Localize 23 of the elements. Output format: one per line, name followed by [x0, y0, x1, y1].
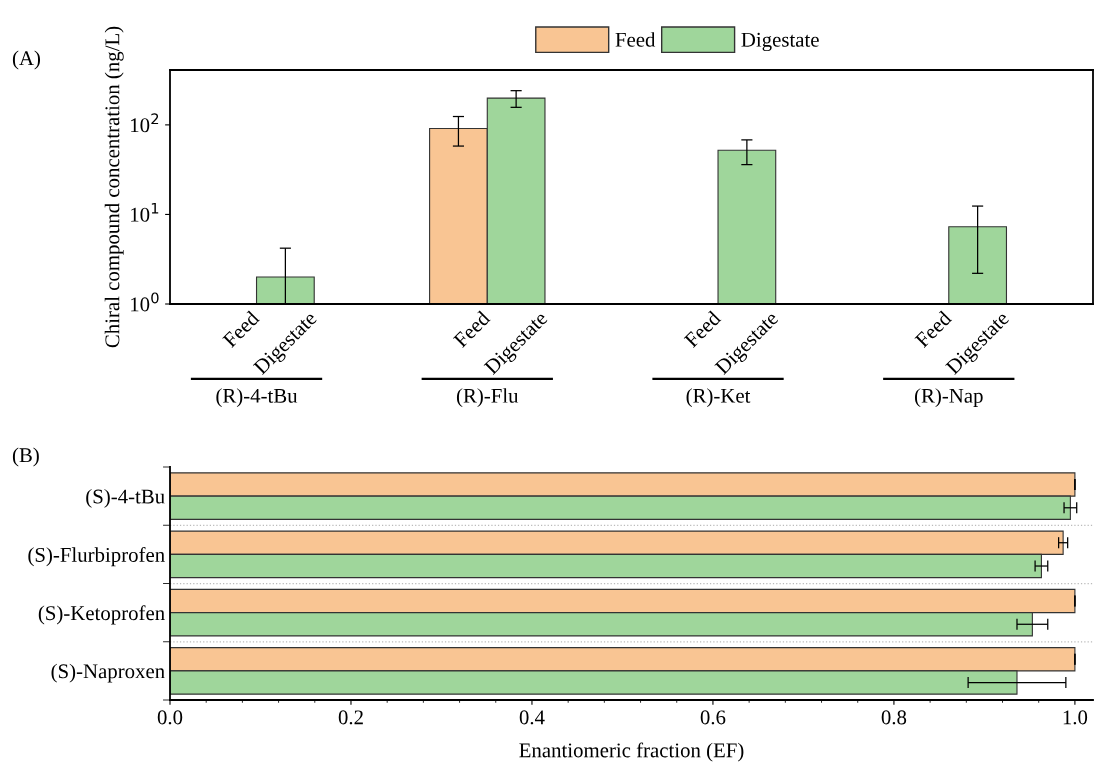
x-tick-label: 0.2 [338, 710, 363, 725]
y-tick-label: (S)-Ketoprofen [38, 605, 165, 625]
text: (R)-Nap [914, 388, 983, 408]
y-axis-title: Chiral compound concentration (ng/L) [104, 26, 124, 348]
x-tick-label: 0.6 [700, 710, 726, 725]
chart-title: (B) [12, 447, 39, 467]
x-tick-label: 0.0 [157, 710, 183, 725]
legend-label: Feed [615, 32, 656, 47]
x-tick-label: 0.8 [881, 710, 907, 725]
y-tick-label: (S)-4-tBu [86, 488, 165, 508]
legend-label: Digestate [741, 32, 819, 52]
x-tick-label: 0.4 [519, 710, 545, 725]
y-tick-label: 10$^{1}$ [131, 202, 159, 222]
text: (R)-Flu [456, 388, 519, 408]
y-tick-label: (S)-Naproxen [51, 663, 165, 683]
y-tick-label: (S)-Flurbiprofen [28, 547, 165, 567]
text: (R)-Ket [686, 388, 751, 408]
y-tick-label: 10$^{0}$ [131, 292, 159, 312]
x-axis-title: Enantiomeric fraction (EF) [519, 742, 744, 762]
chart-title: (A) [12, 50, 40, 70]
x-tick-label: 1.0 [1063, 710, 1088, 725]
y-tick-label: 10$^{2}$ [131, 113, 159, 133]
text: (R)-4-tBu [216, 388, 298, 408]
